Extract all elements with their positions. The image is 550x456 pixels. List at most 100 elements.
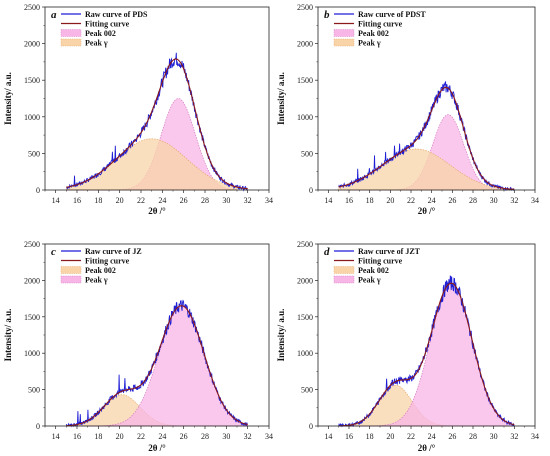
x-tick-label: 22	[137, 432, 145, 441]
chart-panel-a: 14 16 18 20 22 24 26 28 30 32 34 0 500 1000 1500 2000 25…	[3, 3, 273, 216]
legend-label: Fitting curve	[358, 20, 403, 29]
x-tick-label: 30	[490, 196, 498, 205]
legend-swatch-orange	[60, 266, 82, 274]
x-tick-label: 16	[345, 432, 353, 441]
y-tick-label: 1000	[24, 349, 40, 358]
legend-label: Raw curve of JZ	[85, 247, 142, 256]
panel-letter: d	[324, 246, 330, 258]
x-tick-label: 18	[366, 196, 374, 205]
x-tick-label: 28	[201, 432, 209, 441]
y-tick-label: 1500	[24, 313, 40, 322]
y-tick-label: 2500	[297, 240, 313, 249]
x-tick-label: 14	[324, 196, 332, 205]
legend-label: Peak 002	[358, 29, 389, 38]
legend-label: Peak γ	[85, 39, 108, 48]
x-tick-label: 14	[52, 196, 60, 205]
x-tick-label: 20	[386, 432, 394, 441]
x-tick-label: 26	[448, 196, 456, 205]
y-tick-label: 500	[301, 149, 313, 158]
peak-area-d-1	[338, 282, 515, 427]
x-tick-label: 14	[52, 432, 60, 441]
x-tick-label: 30	[222, 432, 230, 441]
x-tick-label: 32	[510, 196, 518, 205]
y-tick-label: 1000	[297, 113, 313, 122]
x-tick-label: 20	[116, 196, 124, 205]
legend-label: Peak γ	[358, 276, 381, 285]
legend-label: Raw curve of PDS	[85, 10, 148, 19]
x-tick-label: 24	[428, 432, 436, 441]
legend-label: Fitting curve	[85, 257, 130, 266]
y-axis-title: Intensity/ a.u.	[3, 309, 13, 362]
x-tick-label: 34	[531, 432, 539, 441]
x-tick-label: 28	[469, 196, 477, 205]
y-tick-label: 500	[28, 149, 40, 158]
legend-swatch-pink	[60, 29, 82, 37]
fitting-curve-c	[66, 305, 248, 427]
x-tick-label: 26	[180, 196, 188, 205]
x-tick-label: 24	[428, 196, 436, 205]
y-axis-title: Intensity/ a.u.	[3, 72, 13, 125]
x-axis-title: 2θ /°	[148, 206, 166, 216]
legend-swatch-orange	[333, 266, 355, 274]
y-tick-label: 1500	[24, 76, 40, 85]
x-axis-title: 2θ /°	[418, 206, 436, 216]
peak-area-b-1	[338, 148, 505, 191]
y-tick-label: 2500	[24, 3, 40, 12]
x-tick-label: 26	[448, 432, 456, 441]
y-tick-label: 0	[36, 186, 40, 195]
y-tick-label: 1500	[297, 313, 313, 322]
x-axis-title: 2θ /°	[418, 443, 436, 453]
x-tick-label: 32	[244, 196, 252, 205]
x-tick-label: 32	[510, 432, 518, 441]
legend-label: Fitting curve	[358, 257, 403, 266]
y-tick-label: 2000	[297, 40, 313, 49]
x-tick-label: 20	[116, 432, 124, 441]
x-tick-label: 14	[324, 432, 332, 441]
legend-label: Fitting curve	[85, 20, 130, 29]
legend-swatch-orange	[60, 38, 82, 47]
fitting-curve-b	[338, 86, 515, 190]
y-tick-label: 500	[28, 386, 40, 395]
legend-swatch-orange	[333, 38, 355, 47]
x-tick-label: 22	[407, 432, 415, 441]
legend-swatch-pink	[333, 29, 355, 37]
x-tick-label: 24	[158, 432, 166, 441]
legend-label: Peak 002	[85, 266, 116, 275]
x-tick-label: 30	[490, 432, 498, 441]
x-tick-label: 24	[158, 196, 166, 205]
x-tick-label: 26	[180, 432, 188, 441]
x-axis-title: 2θ /°	[148, 443, 166, 453]
x-tick-label: 32	[244, 432, 252, 441]
y-tick-label: 1000	[24, 113, 40, 122]
y-axis-title: Intensity/ a.u.	[276, 72, 286, 125]
x-tick-label: 28	[201, 196, 209, 205]
x-tick-label: 22	[407, 196, 415, 205]
x-tick-label: 16	[73, 196, 81, 205]
x-tick-label: 34	[265, 196, 273, 205]
chart-panel-c: 14 16 18 20 22 24 26 28 30 32 34 0 500 1000 1500 2000 25…	[3, 240, 273, 453]
legend-label: Raw curve of JZT	[358, 247, 421, 256]
x-tick-label: 18	[94, 196, 102, 205]
legend-label: Peak 002	[358, 266, 389, 275]
panel-letter: a	[51, 9, 57, 21]
peak-area-c-1	[66, 305, 249, 427]
chart-panel-b: 14 16 18 20 22 24 26 28 30 32 34 0 500 1000 1500 2000 25…	[276, 3, 539, 216]
panel-letter: b	[324, 9, 330, 21]
x-tick-label: 18	[94, 432, 102, 441]
x-tick-label: 34	[531, 196, 539, 205]
x-tick-label: 28	[469, 432, 477, 441]
y-tick-label: 1500	[297, 76, 313, 85]
x-tick-label: 16	[345, 196, 353, 205]
y-tick-label: 500	[301, 386, 313, 395]
fitting-curve-d	[338, 282, 515, 427]
x-tick-label: 34	[265, 432, 273, 441]
panel-letter: c	[51, 246, 56, 258]
x-tick-label: 20	[386, 196, 394, 205]
y-tick-label: 1000	[297, 349, 313, 358]
y-tick-label: 2000	[297, 276, 313, 285]
legend-swatch-pink	[60, 275, 82, 284]
x-tick-label: 30	[222, 196, 230, 205]
legend-swatch-pink	[333, 275, 355, 284]
y-tick-label: 0	[36, 422, 40, 431]
